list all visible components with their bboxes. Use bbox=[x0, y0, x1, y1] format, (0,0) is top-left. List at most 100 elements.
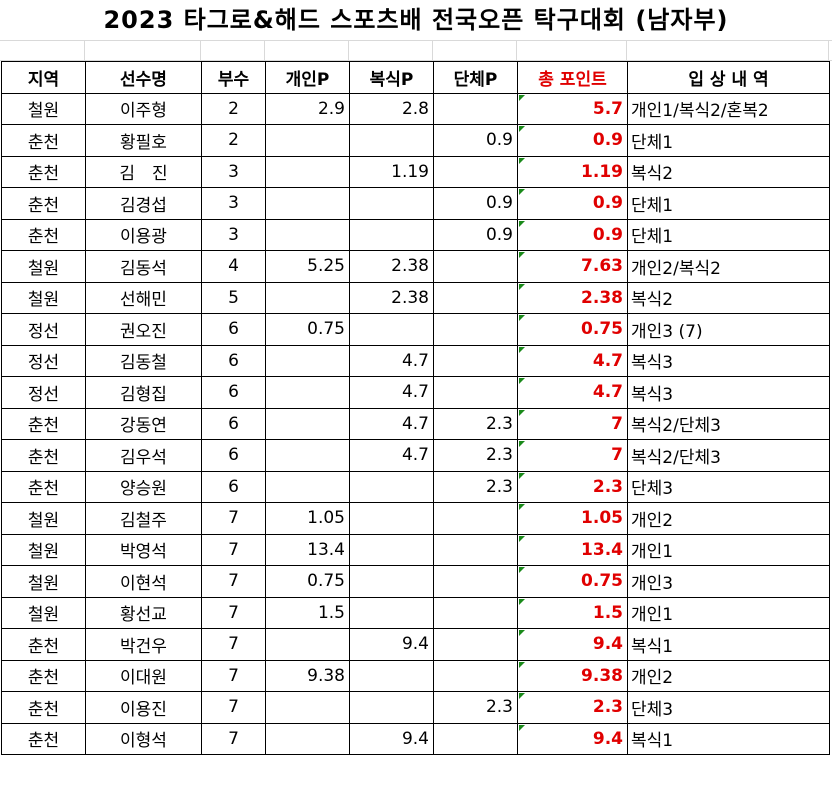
cell-single-points[interactable] bbox=[265, 376, 350, 409]
cell-total-points[interactable]: 7.63 bbox=[517, 250, 628, 283]
cell-total-points[interactable]: 0.75 bbox=[517, 565, 628, 598]
cell-level[interactable]: 3 bbox=[201, 218, 266, 251]
cell-single-points[interactable] bbox=[265, 470, 350, 503]
cell-award-history[interactable]: 단체3 bbox=[627, 470, 830, 503]
cell-total-points[interactable]: 2.38 bbox=[517, 281, 628, 314]
cell-double-points[interactable]: 4.7 bbox=[349, 439, 434, 472]
cell-player-name[interactable]: 김동석 bbox=[85, 250, 202, 283]
cell-player-name[interactable]: 선해민 bbox=[85, 281, 202, 314]
cell-double-points[interactable]: 9.4 bbox=[349, 722, 434, 755]
cell-award-history[interactable]: 복식3 bbox=[627, 344, 830, 377]
cell-player-name[interactable]: 김철주 bbox=[85, 502, 202, 535]
cell-award-history[interactable]: 개인2 bbox=[627, 659, 830, 692]
cell-total-points[interactable]: 9.4 bbox=[517, 722, 628, 755]
cell-single-points[interactable] bbox=[265, 187, 350, 220]
header-player-name[interactable]: 선수명 bbox=[85, 61, 202, 94]
cell-total-points[interactable]: 2.3 bbox=[517, 470, 628, 503]
cell-double-points[interactable]: 2.38 bbox=[349, 281, 434, 314]
cell-single-points[interactable] bbox=[265, 439, 350, 472]
cell-total-points[interactable]: 1.05 bbox=[517, 502, 628, 535]
cell-double-points[interactable] bbox=[349, 659, 434, 692]
cell-level[interactable]: 7 bbox=[201, 565, 266, 598]
cell-player-name[interactable]: 이대원 bbox=[85, 659, 202, 692]
cell-level[interactable]: 6 bbox=[201, 439, 266, 472]
cell-double-points[interactable]: 2.8 bbox=[349, 92, 434, 125]
cell-level[interactable]: 7 bbox=[201, 628, 266, 661]
cell-region[interactable]: 춘천 bbox=[1, 187, 86, 220]
cell-award-history[interactable]: 개인3 bbox=[627, 565, 830, 598]
cell-award-history[interactable]: 단체3 bbox=[627, 691, 830, 724]
cell-award-history[interactable]: 복식2/단체3 bbox=[627, 439, 830, 472]
cell-level[interactable]: 2 bbox=[201, 124, 266, 157]
cell-total-points[interactable]: 0.9 bbox=[517, 124, 628, 157]
cell-total-points[interactable]: 2.3 bbox=[517, 691, 628, 724]
cell-player-name[interactable]: 양승원 bbox=[85, 470, 202, 503]
cell-level[interactable]: 7 bbox=[201, 596, 266, 629]
cell-award-history[interactable]: 개인1/복식2/혼복2 bbox=[627, 92, 830, 125]
cell-double-points[interactable] bbox=[349, 565, 434, 598]
cell-double-points[interactable]: 4.7 bbox=[349, 376, 434, 409]
cell-double-points[interactable] bbox=[349, 187, 434, 220]
cell-total-points[interactable]: 5.7 bbox=[517, 92, 628, 125]
cell-double-points[interactable] bbox=[349, 691, 434, 724]
cell-award-history[interactable]: 개인2 bbox=[627, 502, 830, 535]
cell-region[interactable]: 춘천 bbox=[1, 628, 86, 661]
cell-region[interactable]: 춘천 bbox=[1, 470, 86, 503]
cell-award-history[interactable]: 개인3 (7) bbox=[627, 313, 830, 346]
cell-team-points[interactable] bbox=[433, 596, 518, 629]
cell-double-points[interactable] bbox=[349, 313, 434, 346]
cell-team-points[interactable]: 2.3 bbox=[433, 691, 518, 724]
cell-award-history[interactable]: 개인1 bbox=[627, 596, 830, 629]
cell-single-points[interactable] bbox=[265, 124, 350, 157]
cell-level[interactable]: 7 bbox=[201, 722, 266, 755]
cell-award-history[interactable]: 단체1 bbox=[627, 218, 830, 251]
cell-level[interactable]: 3 bbox=[201, 187, 266, 220]
cell-single-points[interactable]: 1.05 bbox=[265, 502, 350, 535]
header-level[interactable]: 부수 bbox=[201, 61, 266, 94]
cell-region[interactable]: 춘천 bbox=[1, 659, 86, 692]
cell-double-points[interactable] bbox=[349, 502, 434, 535]
empty-cell[interactable] bbox=[265, 41, 349, 60]
cell-team-points[interactable] bbox=[433, 628, 518, 661]
cell-single-points[interactable]: 13.4 bbox=[265, 533, 350, 566]
cell-region[interactable]: 정선 bbox=[1, 313, 86, 346]
cell-level[interactable]: 3 bbox=[201, 155, 266, 188]
cell-team-points[interactable]: 0.9 bbox=[433, 218, 518, 251]
cell-player-name[interactable]: 김형집 bbox=[85, 376, 202, 409]
cell-team-points[interactable] bbox=[433, 502, 518, 535]
cell-level[interactable]: 7 bbox=[201, 502, 266, 535]
cell-team-points[interactable] bbox=[433, 344, 518, 377]
cell-single-points[interactable]: 0.75 bbox=[265, 313, 350, 346]
cell-single-points[interactable]: 2.9 bbox=[265, 92, 350, 125]
cell-region[interactable]: 춘천 bbox=[1, 218, 86, 251]
cell-team-points[interactable] bbox=[433, 659, 518, 692]
cell-single-points[interactable]: 9.38 bbox=[265, 659, 350, 692]
cell-team-points[interactable]: 0.9 bbox=[433, 187, 518, 220]
cell-player-name[interactable]: 김우석 bbox=[85, 439, 202, 472]
cell-region[interactable]: 철원 bbox=[1, 92, 86, 125]
cell-single-points[interactable]: 5.25 bbox=[265, 250, 350, 283]
empty-cell[interactable] bbox=[0, 41, 85, 60]
empty-cell[interactable] bbox=[85, 41, 201, 60]
header-award-history[interactable]: 입 상 내 역 bbox=[627, 61, 830, 94]
cell-award-history[interactable]: 개인2/복식2 bbox=[627, 250, 830, 283]
cell-total-points[interactable]: 0.9 bbox=[517, 187, 628, 220]
cell-single-points[interactable] bbox=[265, 281, 350, 314]
header-team-points[interactable]: 단체P bbox=[433, 61, 518, 94]
cell-team-points[interactable]: 2.3 bbox=[433, 470, 518, 503]
cell-single-points[interactable] bbox=[265, 691, 350, 724]
cell-double-points[interactable] bbox=[349, 218, 434, 251]
cell-team-points[interactable] bbox=[433, 313, 518, 346]
cell-team-points[interactable] bbox=[433, 376, 518, 409]
cell-level[interactable]: 6 bbox=[201, 470, 266, 503]
cell-region[interactable]: 춘천 bbox=[1, 439, 86, 472]
cell-level[interactable]: 2 bbox=[201, 92, 266, 125]
cell-team-points[interactable] bbox=[433, 281, 518, 314]
cell-player-name[interactable]: 이용진 bbox=[85, 691, 202, 724]
cell-level[interactable]: 6 bbox=[201, 344, 266, 377]
cell-double-points[interactable]: 4.7 bbox=[349, 344, 434, 377]
cell-region[interactable]: 정선 bbox=[1, 344, 86, 377]
cell-total-points[interactable]: 0.75 bbox=[517, 313, 628, 346]
cell-player-name[interactable]: 황선교 bbox=[85, 596, 202, 629]
cell-level[interactable]: 4 bbox=[201, 250, 266, 283]
